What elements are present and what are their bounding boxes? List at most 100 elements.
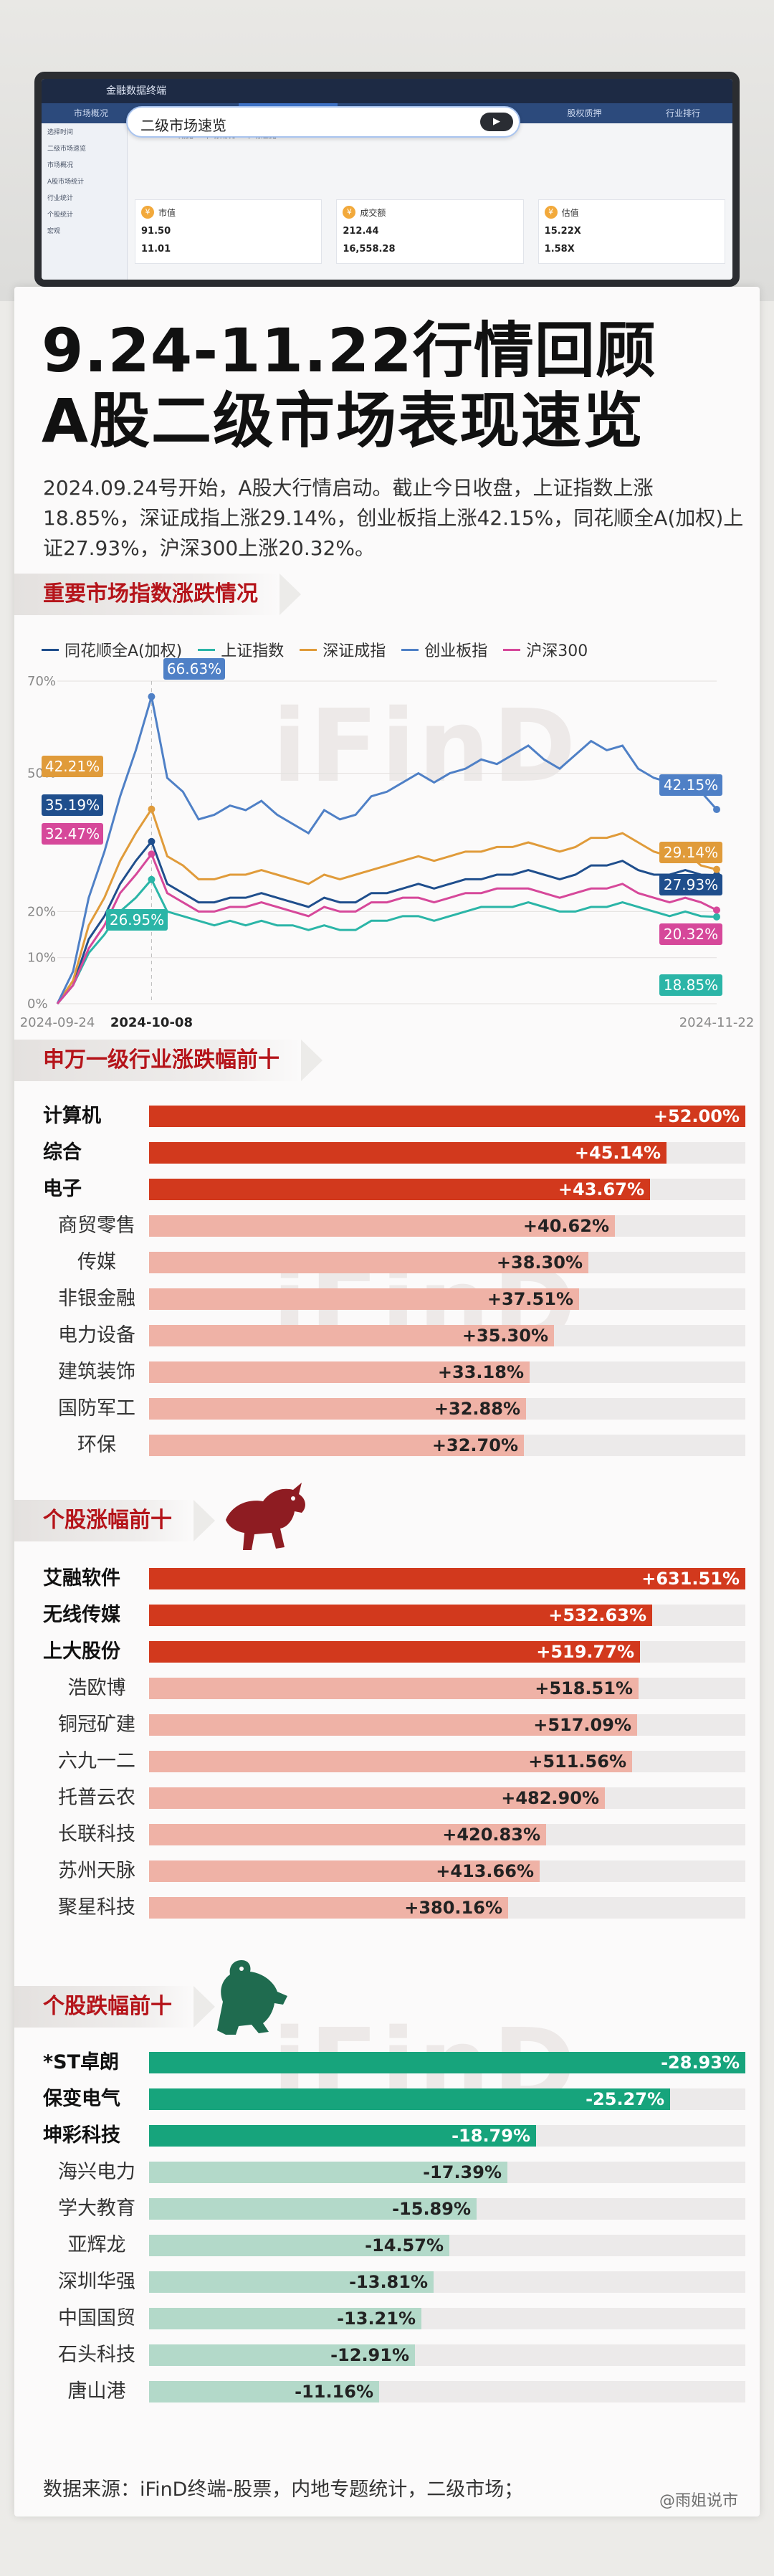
start-label-bg [163, 658, 225, 680]
bar [149, 1142, 666, 1164]
coin-icon: ¥ [544, 206, 558, 219]
bar-row: 国防军工 +32.88% [29, 1393, 745, 1425]
bar-value-label: -17.39% [423, 2162, 502, 2182]
bar-row: 传媒 +38.30% [29, 1247, 745, 1278]
series-line [56, 852, 717, 1004]
bar-value-label: +420.83% [442, 1825, 540, 1845]
bar-row: 深圳华强 -13.81% [29, 2266, 745, 2298]
bar [149, 1714, 637, 1736]
sidebar-item[interactable]: 选择时间 [47, 129, 74, 136]
bar-category-label: 传媒 [77, 1251, 116, 1273]
metric-row: 212.44 [343, 226, 517, 237]
bar [149, 1288, 579, 1310]
bar-row: 建筑装饰 +33.18% [29, 1356, 745, 1388]
metric-row: 15.22X [545, 226, 719, 237]
bar-category-label: 学大教育 [58, 2197, 135, 2220]
bar-value-label: -14.57% [365, 2235, 444, 2256]
metric-row: 11.01 [141, 244, 315, 255]
app-sidebar: 选择时间二级市场速览 市场概况 A股市场统计 行业统计个股统计宏观 [42, 123, 128, 280]
bar-row: *ST卓朗 -28.93% [29, 2047, 745, 2078]
x-tick-label: 2024-10-08 [110, 1015, 193, 1030]
start-label-bg [106, 909, 168, 931]
bar-value-label: +32.70% [431, 1435, 518, 1455]
series-line [56, 839, 717, 1004]
bar-value-label: -13.81% [349, 2272, 428, 2292]
bar-value-label: +518.51% [535, 1678, 633, 1698]
end-label-bg [659, 842, 722, 863]
sidebar-item[interactable]: 市场概况 [47, 162, 74, 169]
sidebar-item[interactable]: 个股统计 [47, 212, 74, 219]
bar-value-label: +380.16% [404, 1898, 502, 1918]
bar [149, 1641, 640, 1663]
bar-value-label: -11.16% [295, 2382, 373, 2402]
bar-row: 唐山港 -11.16% [29, 2376, 745, 2408]
weibo-watermark: @雨姐说市 [659, 2492, 738, 2510]
metric-card: ¥ 估值 15.22X 1.58X [538, 199, 725, 264]
bar-row: 中国国贸 -13.21% [29, 2303, 745, 2334]
metric-card: ¥ 市值 91.50 11.01 [135, 199, 322, 264]
bar-category-label: 上大股份 [43, 1640, 120, 1663]
section-title-text: 个股跌幅前十 [43, 1994, 172, 2019]
bar-value-label: -28.93% [661, 2053, 740, 2073]
search-input[interactable]: 二级市场速览 ▶ [126, 106, 520, 138]
metric-value: 212.44 [343, 226, 379, 237]
app-nav-item[interactable]: 行业排行 [666, 108, 701, 118]
start-label-bg [42, 756, 103, 777]
bar-category-label: 综合 [43, 1141, 82, 1164]
bar [149, 1179, 650, 1200]
bar-row: 非银金融 +37.51% [29, 1283, 745, 1315]
sidebar-item[interactable]: 宏观 [47, 228, 61, 235]
end-label: 27.93% [664, 876, 718, 893]
bar-category-label: 六九一二 [58, 1750, 135, 1772]
bar-category-label: 计算机 [43, 1105, 101, 1127]
sidebar-item[interactable]: 二级市场速览 [47, 146, 87, 153]
start-label: 26.95% [110, 911, 164, 928]
bar-category-label: 浩欧博 [67, 1677, 126, 1699]
y-tick-label: 0% [27, 997, 48, 1012]
series-peak-point [148, 805, 156, 813]
search-text: 二级市场速览 [140, 117, 226, 134]
section-title-losers: 个股跌幅前十 [14, 1986, 215, 2028]
bar-value-label: +40.62% [522, 1216, 609, 1236]
app-nav-item[interactable]: 市场概况 [73, 108, 108, 118]
bar-category-label: 非银金融 [58, 1288, 135, 1310]
app-nav-item[interactable]: 股权质押 [567, 108, 602, 118]
legend-label: 同花顺全A(加权) [64, 642, 183, 660]
bar-row: 电子 +43.67% [29, 1174, 745, 1205]
bar-category-label: *ST卓朗 [43, 2051, 119, 2073]
legend-swatch [42, 648, 59, 651]
app-title: 金融数据终端 [42, 79, 732, 103]
bar [149, 1252, 588, 1273]
bar [149, 1325, 554, 1346]
intro-text: 2024.09.24号开始，A股大行情启动。截止今日收盘，上证指数上涨18.85… [43, 476, 744, 560]
bar-row: 商贸零售 +40.62% [29, 1210, 745, 1242]
sidebar-item[interactable]: 行业统计 [47, 195, 74, 202]
bar-row: 托普云农 +482.90% [29, 1782, 745, 1814]
bar [149, 1860, 540, 1882]
bar-value-label: +33.18% [437, 1362, 524, 1382]
metric-card-title: 估值 [561, 207, 579, 218]
chart-legend: 同花顺全A(加权) 上证指数 深证成指 创业板指 沪深300 [42, 638, 588, 661]
legend-swatch [503, 648, 521, 651]
bar-category-label: 唐山港 [67, 2380, 126, 2402]
bar [149, 1605, 652, 1626]
legend-label: 深证成指 [322, 642, 386, 660]
bar-category-label: 艾融软件 [43, 1567, 120, 1589]
index-line-chart: 70%50%20%10%0%2024-09-242024-10-082024-1… [20, 658, 754, 1030]
send-icon[interactable]: ▶ [480, 113, 513, 131]
sidebar-item[interactable]: A股市场统计 [47, 179, 85, 186]
metric-value: 11.01 [141, 244, 171, 255]
metric-value: 15.22X [544, 226, 581, 237]
bar-row: 综合 +45.14% [29, 1137, 745, 1169]
series-end-point [713, 865, 720, 873]
start-label: 35.19% [45, 797, 100, 814]
bar-category-label: 国防军工 [58, 1397, 135, 1420]
metric-card: ¥ 成交额 212.44 16,558.28 [336, 199, 524, 264]
bar-category-label: 海兴电力 [58, 2161, 135, 2183]
bar-value-label: -18.79% [452, 2126, 530, 2146]
bar-value-label: +35.30% [462, 1326, 548, 1346]
headline-line2: A股二级市场表现速览 [42, 386, 645, 456]
bar-category-label: 中国国贸 [58, 2307, 135, 2329]
legend-label: 沪深300 [526, 642, 588, 660]
series-line [56, 696, 718, 1004]
